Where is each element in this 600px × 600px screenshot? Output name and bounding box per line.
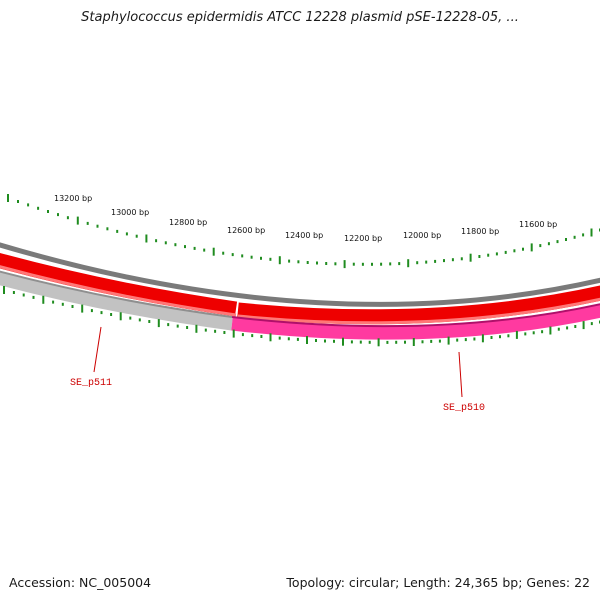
label-leader-se-p511 [93,326,102,373]
gene-arc-se-p511[interactable] [0,271,233,331]
gene-label-se-p510[interactable]: SE_p510 [443,403,485,414]
accession-text: Accession: NC_005004 [9,575,152,590]
scale-label-12200: 12200 bp [344,234,382,243]
scale-label-12000: 12000 bp [403,231,441,240]
gene-arc-se-p510-edge [231,303,600,328]
forward-track-arc-right-highlight [237,297,600,325]
map-title: Staphylococcus epidermidis ATCC 12228 pl… [81,10,519,25]
label-leader-se-p510 [458,351,463,398]
backbone-arc [0,242,600,307]
scale-label-11800: 11800 bp [461,227,499,236]
scale-label-12400: 12400 bp [285,231,323,240]
forward-track-arc-right[interactable] [237,285,600,325]
gene-arc-se-p511-edge [0,270,233,318]
outer-tick-marks [7,194,600,269]
scale-label-13000: 13000 bp [111,208,149,217]
topology-text: Topology: circular; Length: 24,365 bp; G… [286,575,590,590]
scale-label-12800: 12800 bp [169,218,207,227]
forward-track-arc-left-highlight [0,265,237,317]
scale-label-13200: 13200 bp [54,194,92,203]
gene-label-se-p511[interactable]: SE_p511 [70,378,112,389]
gene-arc-se-p510[interactable] [231,304,600,340]
inner-tick-marks [3,286,600,347]
scale-label-12600: 12600 bp [227,226,265,235]
scale-label-11600: 11600 bp [519,220,557,229]
scale-labels: 13200 bp 13000 bp 12800 bp 12600 bp 12400 bp… [54,194,557,243]
forward-track-arc-left[interactable] [0,252,238,317]
